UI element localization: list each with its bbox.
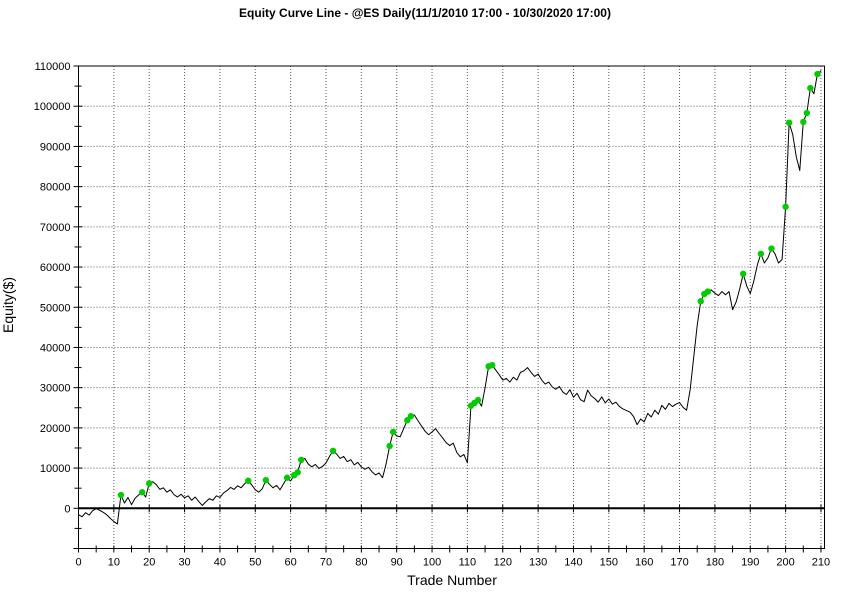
svg-text:60000: 60000 [40,262,71,274]
svg-text:140: 140 [564,557,582,569]
svg-text:110000: 110000 [35,61,71,73]
new-high-marker [785,119,793,126]
new-high-marker [386,442,393,450]
new-high-marker [697,298,704,305]
svg-text:100: 100 [423,557,441,569]
svg-text:150: 150 [600,557,618,569]
new-high-marker [407,413,415,420]
new-high-marker [262,476,270,484]
svg-text:200: 200 [776,557,794,569]
svg-text:180: 180 [706,557,724,569]
new-high-marker [294,469,301,476]
new-high-marker [329,447,337,454]
svg-text:0: 0 [75,557,81,569]
x-axis-tick-labels: 0 10 20 30 40 50 60 70 80 90 100 110 120 130 140 150 160… [75,557,830,569]
svg-text:130: 130 [529,557,547,569]
new-high-marker [245,477,252,484]
new-high-marker [757,250,765,257]
svg-text:100000: 100000 [34,101,71,113]
svg-text:50000: 50000 [40,302,71,314]
y-axis-ticks [73,65,83,549]
svg-text:70: 70 [320,557,332,569]
gridlines [78,66,825,549]
x-axis-ticks [78,545,822,553]
x-axis-label: Trade Number [407,572,497,588]
svg-text:120: 120 [494,557,512,569]
svg-text:30000: 30000 [40,383,71,395]
svg-text:10000: 10000 [40,463,71,475]
chart-title: Equity Curve Line - @ES Daily(11/1/2010 … [239,6,611,20]
svg-text:70000: 70000 [40,222,71,234]
svg-text:190: 190 [741,557,759,569]
svg-text:210: 210 [812,557,830,569]
new-high-marker [814,70,821,78]
svg-text:90000: 90000 [40,141,71,153]
new-high-marker [146,480,153,487]
svg-text:80000: 80000 [40,182,71,194]
svg-text:160: 160 [635,557,653,569]
new-high-marker [298,456,305,464]
svg-text:170: 170 [670,557,688,569]
new-high-marker [782,203,789,210]
svg-text:80: 80 [355,557,367,569]
svg-text:30: 30 [178,557,190,569]
svg-text:60: 60 [285,557,297,569]
new-high-marker [704,288,712,295]
svg-text:90: 90 [391,557,403,569]
new-high-marker [768,245,775,252]
new-high-marker [807,84,814,92]
zero-line [78,504,825,513]
svg-text:20: 20 [143,557,155,569]
svg-text:20000: 20000 [40,423,71,435]
svg-text:110: 110 [459,557,477,569]
svg-text:10: 10 [108,557,120,569]
new-high-marker [739,270,747,278]
svg-text:0: 0 [64,503,70,515]
svg-text:50: 50 [249,557,261,569]
new-high-markers [117,70,821,499]
new-high-marker [488,361,496,369]
new-high-marker [117,491,125,499]
y-axis-tick-labels: 0 10000 20000 30000 40000 50000 60000 70000 8000… [34,61,71,515]
new-high-marker [474,396,482,404]
new-high-marker [283,474,291,481]
new-high-marker [800,118,807,126]
new-high-marker [138,489,146,496]
svg-text:40: 40 [214,557,226,569]
equity-line [78,70,822,525]
svg-text:40000: 40000 [40,342,71,354]
new-high-marker [803,109,811,117]
new-high-marker [389,428,397,436]
